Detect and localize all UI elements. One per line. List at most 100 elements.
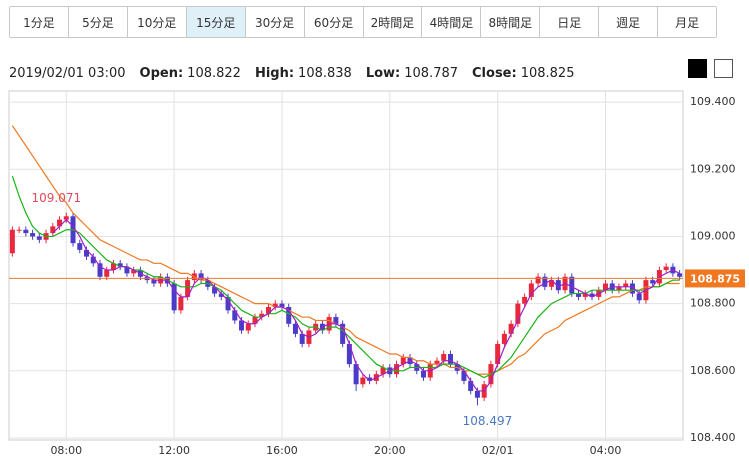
candle-body	[252, 317, 258, 324]
y-tick-label: 109.400	[690, 95, 736, 108]
candle-body	[36, 236, 42, 240]
candle-body	[259, 313, 265, 318]
candle-body	[245, 323, 251, 331]
candle-body	[616, 286, 622, 291]
candle-body	[555, 280, 561, 291]
y-tick-label: 109.000	[690, 229, 736, 242]
candle-body	[461, 370, 467, 381]
candle-body	[535, 276, 541, 284]
candle-body	[77, 243, 83, 250]
x-tick-label: 16:00	[266, 444, 298, 457]
candle-body	[23, 229, 29, 234]
y-tick-label: 109.200	[690, 162, 736, 175]
x-tick-label: 08:00	[50, 444, 82, 457]
info-label: Open:	[139, 66, 184, 81]
info-value: 108.822	[187, 66, 241, 81]
candle-body	[212, 286, 218, 294]
candle-body	[218, 293, 224, 297]
y-tick-label: 108.400	[690, 431, 736, 444]
candle-body	[663, 266, 669, 271]
timeframe-tab[interactable]: 10分足	[127, 7, 187, 37]
candle-body	[495, 343, 501, 365]
candle-body	[340, 323, 346, 344]
candle-body	[265, 306, 271, 314]
candle-body	[272, 303, 278, 307]
candle-body	[63, 216, 69, 220]
candle-body	[501, 333, 507, 344]
candle-body	[447, 354, 453, 365]
candle-body	[468, 380, 474, 391]
timeframe-tab[interactable]: 日足	[540, 7, 600, 37]
candle-body	[279, 303, 285, 307]
x-tick-label: 20:00	[374, 444, 406, 457]
candle-body	[225, 296, 231, 311]
timeframe-tab[interactable]: 15分足	[186, 7, 246, 37]
x-tick-label: 04:00	[590, 444, 622, 457]
candle-body	[474, 390, 480, 398]
candle-body	[178, 296, 184, 311]
moving-average-line	[52, 218, 680, 392]
candle-body	[394, 364, 400, 375]
candle-body	[400, 357, 406, 365]
candle-body	[346, 343, 352, 365]
timeframe-tab[interactable]: 1分足	[10, 7, 69, 37]
candle-body	[528, 283, 534, 297]
candle-body	[124, 266, 130, 274]
timeframe-tab[interactable]: 月足	[658, 7, 717, 37]
moving-average-line	[11, 125, 680, 375]
last-price-box	[685, 269, 745, 288]
light-theme-button[interactable]	[714, 59, 733, 78]
candle-body	[441, 354, 447, 361]
candle-body	[110, 263, 116, 271]
high-annotation: 109.071	[31, 191, 81, 205]
candle-body	[582, 293, 588, 297]
ohlc-info: 2019/02/01 03:00 Open: 108.822 High: 108.838…	[9, 66, 574, 81]
plot-area	[8, 90, 684, 441]
candle-body	[434, 360, 440, 365]
info-label: Close:	[472, 66, 517, 81]
candle-body	[542, 276, 548, 287]
candle-body	[84, 249, 90, 257]
dark-theme-button[interactable]	[688, 59, 707, 78]
candle-body	[117, 263, 123, 267]
candle-body	[171, 283, 177, 311]
candle-body	[421, 370, 427, 378]
candle-body	[677, 273, 683, 277]
y-tick-label: 108.600	[690, 364, 736, 377]
candle-body	[286, 306, 292, 324]
candle-body	[367, 377, 373, 381]
timeframe-tab[interactable]: 30分足	[245, 7, 305, 37]
candle-body	[90, 256, 96, 264]
info-time: 2019/02/01 03:00	[9, 66, 126, 81]
candle-body	[569, 276, 575, 294]
timeframe-tab[interactable]: 2時間足	[363, 7, 423, 37]
info-value: 108.838	[298, 66, 352, 81]
timeframe-tab[interactable]: 60分足	[304, 7, 364, 37]
low-annotation: 108.497	[463, 414, 513, 428]
timeframe-tab[interactable]: 5分足	[68, 7, 128, 37]
candle-body	[239, 320, 245, 331]
candle-body	[576, 293, 582, 297]
candle-body	[636, 293, 642, 301]
candle-body	[97, 263, 103, 277]
candle-body	[515, 303, 521, 324]
candle-body	[16, 229, 22, 231]
timeframe-tab[interactable]: 週足	[599, 7, 659, 37]
candle-body	[30, 233, 36, 237]
candle-body	[353, 364, 359, 385]
timeframe-tab[interactable]: 8時間足	[481, 7, 541, 37]
candle-body	[508, 323, 514, 334]
timeframe-tab[interactable]: 4時間足	[422, 7, 482, 37]
x-tick-label: 02/01	[482, 444, 514, 457]
candle-body	[549, 280, 555, 287]
info-value: 108.825	[520, 66, 575, 81]
y-tick-label: 108.800	[690, 297, 736, 310]
candle-body	[9, 229, 15, 254]
candle-body	[50, 226, 56, 234]
candle-body	[360, 377, 366, 385]
candle-body	[232, 310, 238, 321]
candle-body	[131, 270, 137, 274]
candle-body	[602, 283, 608, 291]
